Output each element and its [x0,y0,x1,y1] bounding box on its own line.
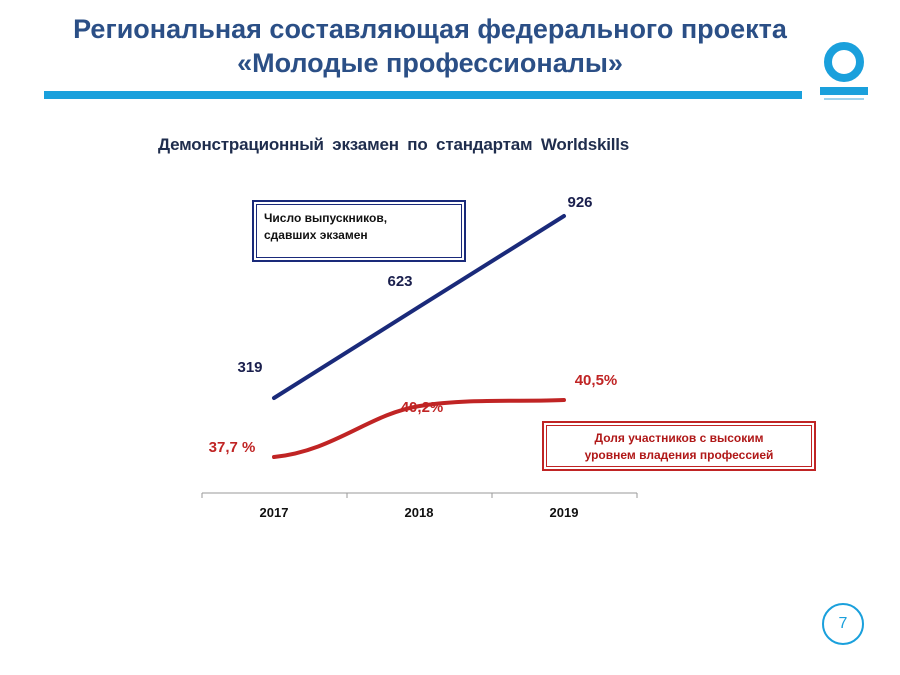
education-project-logo-icon [820,42,868,100]
data-label-share: 40,2% [401,399,444,416]
legend-graduates: Число выпускников, сдавших экзамен [252,200,466,262]
x-tick-label: 2019 [550,505,579,520]
title-underline-bar [44,91,802,99]
legend-share-high-skill: Доля участников с высоким уровнем владен… [542,421,816,471]
page-title: Региональная составляющая федерального п… [0,12,860,80]
x-tick-label: 2018 [405,505,434,520]
series-share-line [272,398,566,459]
data-label-graduates: 926 [567,194,592,211]
x-tick-label: 2017 [260,505,289,520]
data-label-share: 40,5% [575,372,618,389]
legend-graduates-line-2: сдавших экзамен [264,228,368,242]
legend-graduates-line-1: Число выпускников, [264,211,388,225]
data-label-graduates: 623 [387,273,412,290]
page-number-badge: 7 [822,603,864,645]
data-label-graduates: 319 [237,359,262,376]
title-line-1: Региональная составляющая федерального п… [73,14,787,44]
chart-title: Демонстрационный экзамен по стандартам W… [158,135,630,154]
legend-share-line-1: Доля участников с высоким [594,431,764,445]
title-line-2: «Молодые профессионалы» [237,48,623,78]
series-graduates-line [272,214,566,400]
data-label-share: 37,7 % [209,439,256,456]
legend-share-line-2: уровнем владения профессией [584,448,774,462]
